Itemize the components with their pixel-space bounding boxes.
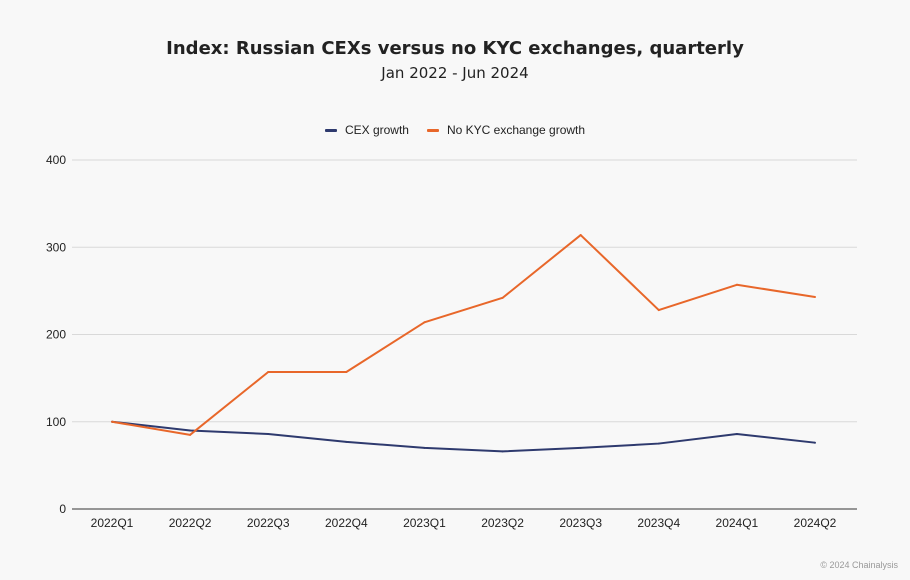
y-tick-label: 300 — [46, 240, 66, 254]
legend-swatch-cex — [324, 128, 337, 132]
series-line-nokyc — [111, 234, 816, 436]
y-tick-label: 200 — [46, 328, 66, 342]
legend-label-nokyc: No KYC exchange growth — [446, 123, 586, 137]
chart-subtitle: Jan 2022 - Jun 2024 — [381, 64, 529, 82]
data-point — [735, 432, 738, 435]
data-point — [657, 309, 660, 312]
legend: CEX growth No KYC exchange growth — [0, 123, 910, 137]
data-point — [501, 450, 504, 453]
x-tick-label: 2022Q3 — [247, 516, 290, 530]
chart-title: Index: Russian CEXs versus no KYC exchan… — [166, 38, 744, 59]
data-point — [111, 420, 113, 423]
data-point — [814, 295, 816, 298]
y-tick-label: 0 — [59, 502, 66, 516]
data-point — [579, 234, 582, 237]
data-point — [267, 371, 270, 374]
x-tick-label: 2022Q1 — [91, 516, 134, 530]
data-point — [345, 371, 348, 374]
x-tick-label: 2023Q2 — [481, 516, 524, 530]
y-tick-label: 400 — [46, 153, 66, 167]
legend-item-cex: CEX growth — [324, 123, 409, 137]
data-point — [267, 432, 270, 435]
series-line-cex — [111, 420, 816, 453]
x-tick-label: 2023Q3 — [559, 516, 602, 530]
legend-item-nokyc: No KYC exchange growth — [426, 123, 586, 137]
x-tick-label: 2022Q2 — [169, 516, 212, 530]
x-tick-label: 2023Q4 — [637, 516, 680, 530]
data-point — [657, 442, 660, 445]
legend-label-cex: CEX growth — [344, 123, 409, 137]
data-point — [423, 446, 426, 449]
data-point — [345, 440, 348, 443]
y-tick-label: 100 — [46, 415, 66, 429]
data-point — [814, 441, 816, 444]
data-point — [423, 321, 426, 324]
x-tick-label: 2023Q1 — [403, 516, 446, 530]
x-tick-label: 2024Q2 — [794, 516, 837, 530]
data-point — [579, 446, 582, 449]
x-tick-label: 2024Q1 — [716, 516, 759, 530]
data-point — [735, 283, 738, 286]
data-point — [501, 296, 504, 299]
legend-swatch-nokyc — [426, 128, 439, 132]
data-point — [189, 429, 192, 432]
data-point — [189, 433, 192, 436]
x-tick-label: 2022Q4 — [325, 516, 368, 530]
credit: © 2024 Chainalysis — [820, 560, 898, 570]
